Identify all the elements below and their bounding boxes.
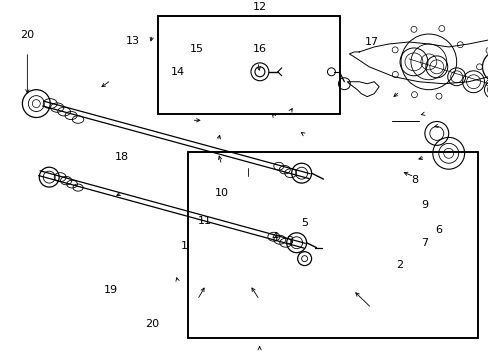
Text: 9: 9: [421, 201, 428, 211]
Bar: [158, 16, 340, 114]
Text: 8: 8: [411, 175, 418, 185]
Text: 18: 18: [115, 152, 129, 162]
Text: 15: 15: [190, 44, 204, 54]
Text: 10: 10: [215, 188, 229, 198]
Bar: [188, 152, 478, 338]
Text: 12: 12: [252, 2, 267, 12]
Text: 20: 20: [20, 30, 34, 40]
Text: 5: 5: [301, 219, 308, 228]
Text: 13: 13: [126, 36, 140, 46]
Text: 19: 19: [104, 285, 118, 295]
Text: 7: 7: [420, 238, 428, 248]
Text: 14: 14: [171, 67, 185, 77]
Text: 6: 6: [435, 225, 442, 235]
Text: 11: 11: [198, 216, 212, 226]
Text: 4: 4: [271, 232, 279, 242]
Text: 16: 16: [253, 44, 267, 54]
Text: 3: 3: [286, 236, 294, 246]
Bar: [158, 16, 340, 114]
Text: 1: 1: [180, 241, 188, 251]
Text: 17: 17: [365, 37, 379, 47]
Text: 20: 20: [146, 319, 160, 329]
Bar: [188, 152, 478, 338]
Text: 2: 2: [396, 260, 403, 270]
